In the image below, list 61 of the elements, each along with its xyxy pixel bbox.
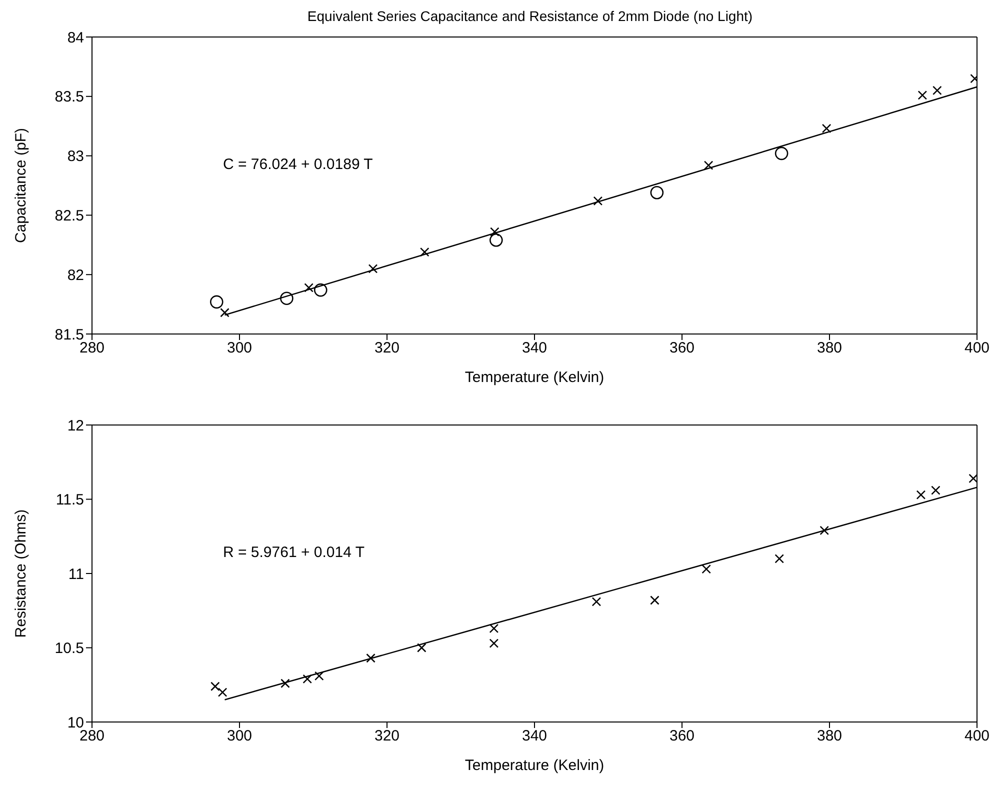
point xyxy=(704,160,714,170)
y-tick-label: 12 xyxy=(67,417,84,434)
y-tick-label: 82.5 xyxy=(54,208,84,225)
chart-title: Equivalent Series Capacitance and Resistance of 2mm Diode (no Light) xyxy=(306,8,754,24)
y-tick-label: 84 xyxy=(67,29,84,46)
point xyxy=(931,486,940,495)
x-tick-label: 380 xyxy=(816,728,842,745)
point xyxy=(968,474,977,484)
point xyxy=(420,247,430,257)
point xyxy=(822,124,832,134)
x-tick-label: 340 xyxy=(522,728,548,745)
point xyxy=(490,234,503,247)
point xyxy=(489,624,499,634)
point xyxy=(774,554,784,564)
point xyxy=(210,295,224,309)
point xyxy=(302,674,312,684)
point xyxy=(916,490,926,500)
point xyxy=(368,264,378,274)
point xyxy=(820,526,829,536)
x-tick-label: 360 xyxy=(669,340,695,357)
point xyxy=(592,597,602,606)
y-tick-label: 83.5 xyxy=(54,88,84,106)
annotation: C = 76.024 + 0.0189 T xyxy=(223,156,373,173)
x-tick-label: 400 xyxy=(964,340,990,357)
y-tick-label: 11.5 xyxy=(56,492,84,509)
y-axis-title: Capacitance (pF) xyxy=(12,128,30,244)
point xyxy=(932,86,942,96)
x-tick-label: 300 xyxy=(226,728,252,745)
x-tick-label: 320 xyxy=(374,728,400,745)
point xyxy=(220,308,230,318)
y-tick-label: 83 xyxy=(67,148,84,166)
x-tick-label: 300 xyxy=(226,340,252,357)
x-axis-title: Temperature (Kelvin) xyxy=(464,757,604,774)
annotation: R = 5.9761 + 0.014 T xyxy=(223,544,364,561)
point xyxy=(774,146,788,160)
x-tick-label: 400 xyxy=(964,728,990,745)
point xyxy=(702,564,711,574)
point xyxy=(918,90,928,100)
point xyxy=(366,653,376,663)
point xyxy=(650,186,664,200)
y-axis-title: Resistance (Ohms) xyxy=(12,509,30,638)
y-tick-label: 82 xyxy=(67,266,84,284)
point xyxy=(593,196,603,206)
point xyxy=(314,671,324,681)
y-tick-label: 10.5 xyxy=(54,640,84,658)
x-tick-label: 340 xyxy=(522,340,548,357)
x-tick-label: 380 xyxy=(816,340,842,357)
point xyxy=(314,283,328,297)
point xyxy=(489,638,499,648)
point xyxy=(210,682,220,692)
point xyxy=(280,292,294,306)
x-tick-label: 320 xyxy=(374,340,400,357)
x-tick-label: 360 xyxy=(669,728,695,745)
point xyxy=(218,688,228,697)
point xyxy=(490,227,500,236)
x-axis-title: Temperature (Kelvin) xyxy=(464,369,604,386)
point xyxy=(417,643,426,652)
point xyxy=(304,283,314,292)
point xyxy=(280,678,290,688)
point xyxy=(650,596,660,605)
y-tick-label: 11 xyxy=(68,566,84,583)
